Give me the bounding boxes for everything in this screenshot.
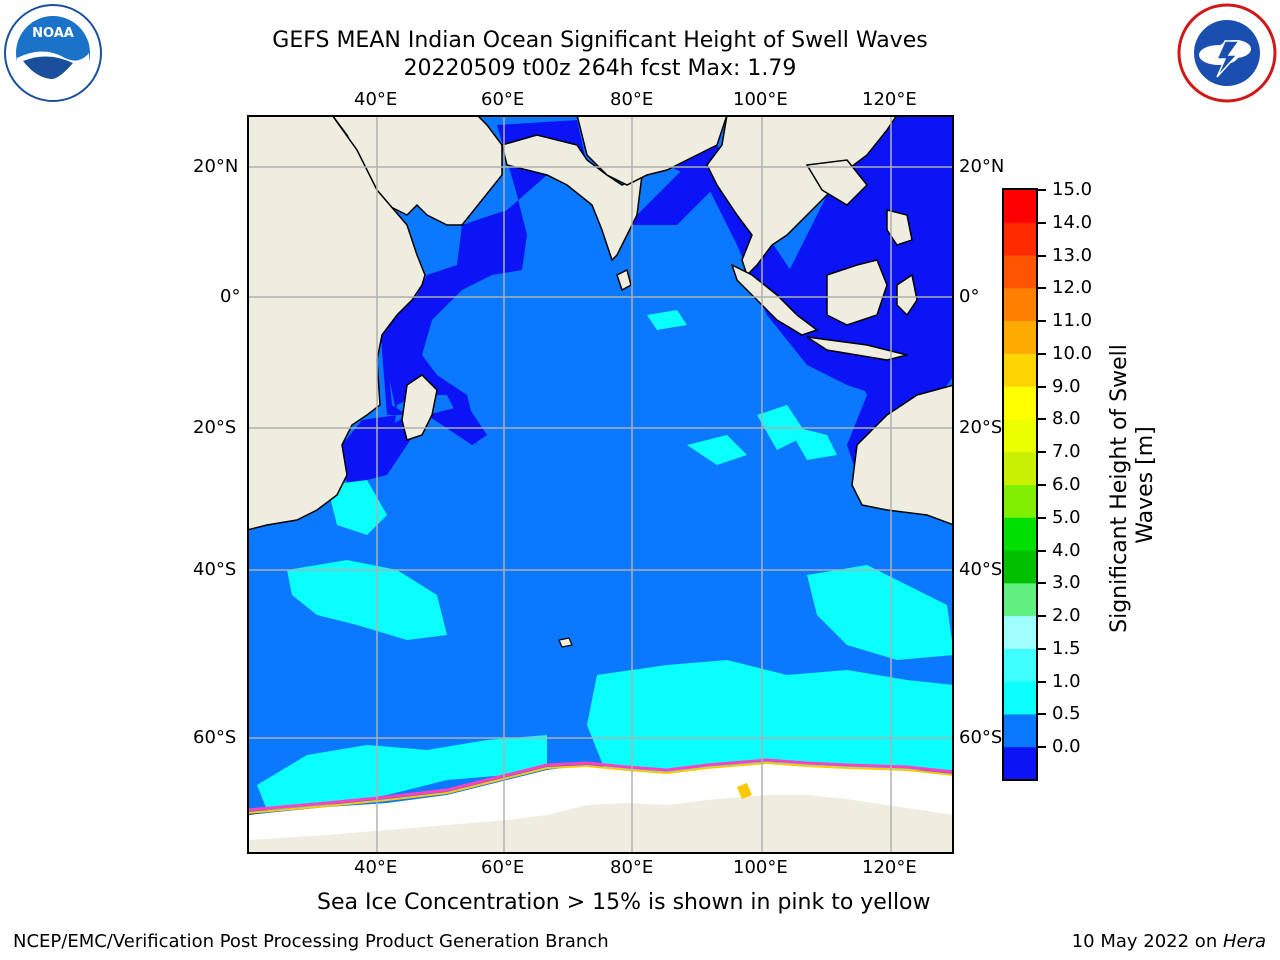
colorbar-segment: [1003, 616, 1037, 650]
map-panel: [247, 115, 954, 854]
colorbar-tick-mark: [1038, 320, 1046, 323]
colorbar-tick-label: 13.0: [1052, 244, 1093, 266]
lat-label-right-20n: 20°N: [959, 156, 1005, 177]
footer-left: NCEP/EMC/Verification Post Processing Pr…: [13, 931, 609, 952]
lon-label-bottom-40e: 40°E: [354, 857, 398, 878]
colorbar-segment: [1003, 386, 1037, 420]
colorbar-tick-mark: [1038, 451, 1046, 454]
footer-right: 10 May 2022 on Hera: [1072, 931, 1266, 952]
colorbar-tick-mark: [1038, 713, 1046, 716]
sea-ice-edge-pink: [247, 758, 954, 812]
colorbar-segment: [1003, 255, 1037, 289]
colorbar-tick-label: 0.0: [1052, 736, 1081, 758]
lat-label-right-0: 0°: [959, 286, 980, 307]
footer-date: 10 May 2022 on: [1071, 931, 1223, 952]
lon-label-top-80e: 80°E: [610, 89, 654, 110]
colorbar-tick-label: 2.0: [1052, 605, 1081, 627]
colorbar-tick-mark: [1038, 189, 1046, 191]
map-frame: [247, 115, 954, 854]
colorbar-tick-mark: [1038, 615, 1046, 618]
colorbar-tick-label: 7.0: [1052, 441, 1081, 463]
colorbar-segment: [1003, 452, 1037, 486]
lat-label-right-60s: 60°S: [959, 727, 1003, 748]
colorbar-tick-mark: [1038, 484, 1046, 486]
lon-label-top-60e: 60°E: [481, 89, 525, 110]
chart-subtitle: 20220509 t00z 264h fcst Max: 1.79: [403, 56, 797, 81]
colorbar-tick-mark: [1038, 746, 1046, 749]
colorbar-tick-mark: [1038, 287, 1046, 290]
lon-label-top-100e: 100°E: [733, 89, 788, 110]
colorbar-segment: [1003, 353, 1037, 388]
colorbar-tick-label: 15.0: [1052, 179, 1093, 200]
nws-logo-icon: [1177, 3, 1277, 103]
colorbar-tick-label: 12.0: [1052, 277, 1093, 299]
colorbar-tick-mark: [1038, 680, 1046, 683]
colorbar-tick-label: 0.5: [1052, 703, 1081, 725]
lat-label-left-0: 0°: [220, 286, 241, 307]
colorbar-segment: [1003, 190, 1037, 224]
colorbar-tick-label: 1.0: [1052, 670, 1081, 692]
colorbar-tick-mark: [1038, 582, 1046, 585]
colorbar-tick-label: 5.0: [1052, 506, 1081, 528]
sea-ice-area: [247, 763, 954, 840]
colorbar-segment: [1003, 550, 1037, 584]
colorbar-label: Significant Height of Swell Waves [m]: [1107, 337, 1158, 633]
colorbar-tick-mark: [1038, 254, 1046, 257]
colorbar-segment: [1003, 517, 1037, 552]
noaa-logo-icon: NOAA: [3, 3, 103, 103]
lat-label-left-60s: 60°S: [193, 727, 237, 748]
colorbar-segment: [1003, 747, 1037, 781]
lon-label-bottom-60e: 60°E: [481, 857, 525, 878]
colorbar-segment: [1003, 714, 1037, 748]
colorbar-segment: [1003, 222, 1037, 257]
kerguelen-island: [558, 637, 573, 648]
lon-label-bottom-100e: 100°E: [733, 857, 788, 878]
lat-label-right-20s: 20°S: [959, 417, 1003, 438]
colorbar: [1002, 188, 1038, 781]
lat-label-left-40s: 40°S: [193, 559, 237, 580]
sea-ice-caption: Sea Ice Concentration > 15% is shown in …: [317, 890, 931, 915]
lat-label-left-20n: 20°N: [193, 156, 239, 177]
lon-label-bottom-120e: 120°E: [862, 857, 917, 878]
colorbar-segment: [1003, 485, 1037, 519]
colorbar-tick-label: 11.0: [1052, 310, 1093, 332]
colorbar-tick-mark: [1038, 516, 1046, 519]
colorbar-tick-mark: [1038, 221, 1046, 224]
colorbar-tick-mark: [1038, 352, 1046, 355]
colorbar-tick-label: 9.0: [1052, 375, 1081, 397]
lat-label-left-20s: 20°S: [193, 417, 237, 438]
colorbar-tick-label: 3.0: [1052, 572, 1081, 594]
sea-ice-edge-yellow: [247, 761, 954, 814]
colorbar-tick-mark: [1038, 549, 1046, 552]
colorbar-label-wrap: Significant Height of Swell Waves [m]: [1104, 190, 1160, 780]
colorbar-tick-mark: [1038, 647, 1046, 650]
colorbar-segment: [1003, 288, 1037, 322]
colorbar-tick-label: 4.0: [1052, 539, 1081, 561]
map-gridlines: [247, 115, 954, 854]
colorbar-segment: [1003, 321, 1037, 355]
colorbar-tick-label: 8.0: [1052, 408, 1081, 430]
sea-ice-patch: [737, 783, 752, 799]
colorbar-tick-label: 14.0: [1052, 211, 1093, 233]
colorbar-tick-label: 6.0: [1052, 474, 1081, 495]
colorbar-tick-label: 1.5: [1052, 637, 1081, 659]
colorbar-segment: [1003, 648, 1037, 683]
footer-host: Hera: [1222, 931, 1266, 952]
colorbar-segment: [1003, 681, 1037, 715]
colorbar-tick-mark: [1038, 385, 1046, 388]
chart-title: GEFS MEAN Indian Ocean Significant Heigh…: [272, 28, 928, 53]
colorbar-tick-label: 10.0: [1052, 342, 1093, 364]
colorbar-segment: [1003, 583, 1037, 617]
colorbar-segment: [1003, 419, 1037, 453]
lon-label-top-40e: 40°E: [354, 89, 398, 110]
lat-label-right-40s: 40°S: [959, 559, 1003, 580]
colorbar-tick-mark: [1038, 418, 1046, 421]
ocean-swell-1.0-1.5: [257, 310, 954, 810]
lon-label-bottom-80e: 80°E: [610, 857, 654, 878]
lon-label-top-120e: 120°E: [862, 89, 917, 110]
noaa-logo-text: NOAA: [32, 26, 74, 41]
